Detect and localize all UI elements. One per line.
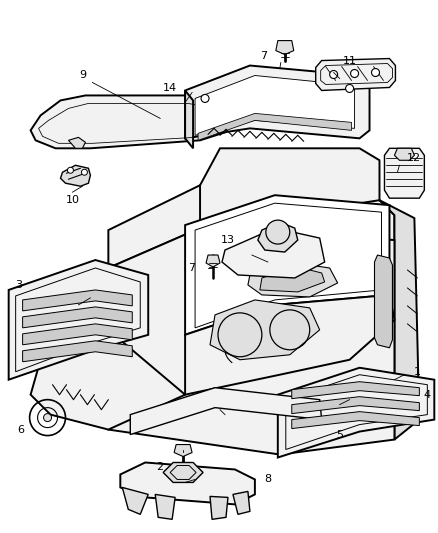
Polygon shape (122, 487, 148, 514)
Polygon shape (395, 148, 414, 160)
Text: 1: 1 (414, 367, 421, 377)
Polygon shape (31, 330, 185, 430)
Polygon shape (385, 148, 424, 198)
Polygon shape (155, 495, 175, 519)
Polygon shape (174, 445, 192, 456)
Polygon shape (185, 295, 395, 394)
Text: 13: 13 (221, 235, 235, 245)
Polygon shape (23, 341, 132, 362)
Polygon shape (292, 411, 419, 429)
Polygon shape (222, 228, 325, 278)
Polygon shape (248, 262, 338, 297)
Polygon shape (198, 114, 352, 140)
Polygon shape (130, 387, 321, 434)
Polygon shape (185, 91, 193, 148)
Polygon shape (23, 290, 132, 311)
Polygon shape (31, 95, 230, 148)
Circle shape (371, 69, 379, 77)
Polygon shape (276, 41, 294, 54)
Text: 8: 8 (264, 474, 272, 484)
Polygon shape (379, 200, 419, 440)
Text: 3: 3 (15, 280, 22, 290)
Text: 14: 14 (163, 84, 177, 93)
Circle shape (43, 414, 52, 422)
Text: 6: 6 (17, 425, 24, 434)
Polygon shape (260, 267, 325, 292)
Polygon shape (258, 222, 298, 252)
Polygon shape (206, 255, 220, 267)
Polygon shape (374, 255, 392, 348)
Polygon shape (316, 59, 396, 91)
Polygon shape (120, 463, 255, 504)
Text: 7: 7 (260, 51, 268, 61)
Text: 10: 10 (65, 195, 79, 205)
Polygon shape (68, 138, 85, 148)
Polygon shape (210, 496, 228, 519)
Polygon shape (200, 148, 379, 228)
Circle shape (67, 167, 74, 173)
Text: 2: 2 (157, 463, 164, 472)
Polygon shape (23, 307, 132, 328)
Polygon shape (185, 195, 389, 335)
Circle shape (81, 169, 88, 175)
Polygon shape (108, 185, 395, 268)
Polygon shape (185, 66, 370, 139)
Text: 9: 9 (79, 70, 86, 80)
Polygon shape (292, 382, 419, 399)
Polygon shape (233, 491, 250, 514)
Polygon shape (163, 463, 203, 482)
Circle shape (346, 84, 353, 92)
Circle shape (350, 69, 359, 77)
Polygon shape (108, 228, 395, 455)
Text: 7: 7 (188, 263, 196, 273)
Polygon shape (278, 368, 434, 457)
Circle shape (266, 220, 290, 244)
Text: 11: 11 (343, 55, 357, 66)
Circle shape (201, 94, 209, 102)
Polygon shape (60, 165, 90, 186)
Polygon shape (23, 324, 132, 345)
Text: 5: 5 (336, 430, 343, 440)
Text: 12: 12 (407, 154, 421, 163)
Circle shape (330, 70, 338, 78)
Polygon shape (195, 76, 355, 135)
Polygon shape (9, 260, 148, 379)
Polygon shape (210, 300, 320, 360)
Text: 4: 4 (424, 390, 431, 400)
Polygon shape (292, 397, 419, 414)
